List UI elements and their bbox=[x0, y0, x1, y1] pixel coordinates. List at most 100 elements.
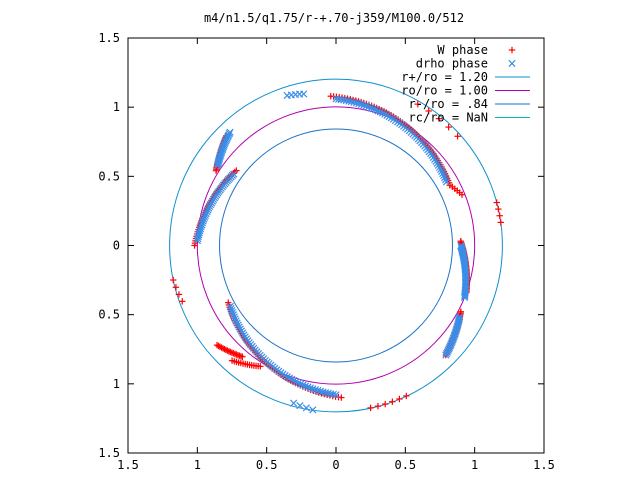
y-tick-label: 1 bbox=[113, 100, 120, 114]
drho-phase-point bbox=[309, 406, 317, 414]
y-tick-label: 1.5 bbox=[98, 446, 120, 460]
drho-phase-point bbox=[437, 165, 445, 173]
drho-phase-point bbox=[304, 383, 312, 391]
drho-phase-point bbox=[461, 292, 469, 300]
w-phase-point bbox=[445, 123, 452, 131]
marker-stroke bbox=[290, 376, 298, 385]
y-tick-label: 0.5 bbox=[98, 308, 120, 322]
drho-phase-point bbox=[439, 169, 447, 178]
drho-phase-point bbox=[228, 306, 236, 315]
drho-phase-point bbox=[365, 103, 373, 111]
drho-phase-point bbox=[233, 319, 241, 327]
drho-phase-point bbox=[302, 404, 310, 412]
w-phase-point bbox=[493, 199, 500, 206]
marker-stroke bbox=[435, 163, 444, 171]
marker-stroke bbox=[232, 317, 240, 325]
drho-phase-point bbox=[200, 213, 209, 221]
legend-marker bbox=[508, 46, 516, 54]
w-phase-point bbox=[497, 219, 504, 226]
x-tick-label: 1 bbox=[471, 458, 478, 472]
drho-phase-point bbox=[230, 170, 238, 178]
w-phase-point bbox=[231, 168, 238, 176]
marker-stroke bbox=[385, 112, 393, 121]
drho-phase-point bbox=[306, 384, 315, 392]
marker-stroke bbox=[234, 321, 242, 329]
drho-phase-point bbox=[235, 323, 243, 331]
marker-stroke bbox=[198, 221, 206, 229]
marker-stroke bbox=[441, 174, 449, 182]
w-phase-point bbox=[389, 398, 396, 405]
w-phase-point bbox=[233, 351, 240, 358]
radius-circle bbox=[219, 128, 453, 363]
w-phase-point bbox=[458, 191, 466, 198]
w-phase-point bbox=[222, 346, 230, 354]
marker-stroke bbox=[460, 293, 469, 301]
marker-stroke bbox=[200, 215, 208, 223]
marker-stroke bbox=[438, 167, 446, 176]
drho-phase-point bbox=[376, 108, 384, 116]
marker-stroke bbox=[203, 208, 211, 216]
x-tick-label: 0.5 bbox=[394, 458, 416, 472]
w-phase-point bbox=[374, 402, 382, 410]
marker-stroke bbox=[285, 374, 294, 382]
marker-stroke bbox=[296, 402, 304, 410]
marker-stroke bbox=[233, 319, 241, 327]
w-phase-point bbox=[382, 400, 389, 408]
w-phase-point bbox=[213, 341, 221, 349]
drho-phase-point bbox=[438, 167, 446, 176]
w-phase-point bbox=[224, 347, 231, 354]
marker-stroke bbox=[324, 389, 332, 397]
drho-phase-point bbox=[197, 223, 205, 231]
drho-phase-point bbox=[378, 109, 387, 117]
marker-stroke bbox=[374, 107, 382, 115]
legend-marker bbox=[508, 59, 516, 68]
marker-stroke bbox=[287, 375, 296, 383]
legend-label: rc/ro = NaN bbox=[409, 111, 488, 125]
marker-stroke bbox=[321, 389, 330, 397]
w-phase-point bbox=[435, 115, 443, 122]
w-phase-point bbox=[179, 298, 186, 305]
w-phase-point bbox=[172, 284, 180, 291]
marker-stroke bbox=[294, 379, 303, 387]
marker-stroke bbox=[230, 170, 238, 178]
marker-stroke bbox=[311, 386, 319, 394]
marker-stroke bbox=[383, 111, 391, 119]
drho-phase-point bbox=[290, 399, 298, 407]
radius-circle bbox=[196, 106, 476, 385]
drho-phase-point bbox=[214, 160, 222, 168]
drho-phase-point bbox=[440, 171, 448, 180]
marker-stroke bbox=[309, 406, 317, 414]
drho-phase-point bbox=[230, 313, 238, 321]
marker-stroke bbox=[199, 217, 207, 225]
drho-phase-point bbox=[316, 387, 325, 395]
marker-stroke bbox=[309, 385, 317, 393]
w-phase-point bbox=[414, 100, 422, 108]
marker-stroke bbox=[292, 378, 300, 386]
radius-circle bbox=[169, 78, 503, 413]
x-axis-ticks: 1.5 1 0.5 0 0.5 1 1.5 bbox=[117, 38, 555, 472]
w-phase-point bbox=[367, 404, 374, 412]
drho-phase-point bbox=[357, 100, 365, 109]
marker-stroke bbox=[316, 387, 325, 395]
x-tick-label: 0.5 bbox=[256, 458, 278, 472]
marker-stroke bbox=[304, 383, 312, 391]
marker-stroke bbox=[441, 176, 450, 184]
marker-stroke bbox=[362, 102, 370, 110]
w-phase-point bbox=[228, 349, 236, 356]
marker-stroke bbox=[461, 292, 469, 300]
marker-stroke bbox=[508, 59, 516, 68]
drho-phase-point bbox=[213, 162, 222, 170]
drho-phase-point bbox=[309, 385, 317, 393]
marker-stroke bbox=[204, 206, 212, 214]
drho-phase-point bbox=[374, 107, 382, 115]
w-phase-point bbox=[454, 133, 461, 140]
y-tick-label: 0.5 bbox=[98, 169, 120, 183]
marker-stroke bbox=[434, 161, 443, 169]
drho-phase-point bbox=[460, 293, 469, 301]
drho-phase-point bbox=[227, 304, 235, 313]
chart-title: m4/n1.5/q1.75/r-+.70-j359/M100.0/512 bbox=[204, 11, 464, 25]
marker-stroke bbox=[214, 160, 222, 168]
marker-stroke bbox=[439, 169, 447, 178]
